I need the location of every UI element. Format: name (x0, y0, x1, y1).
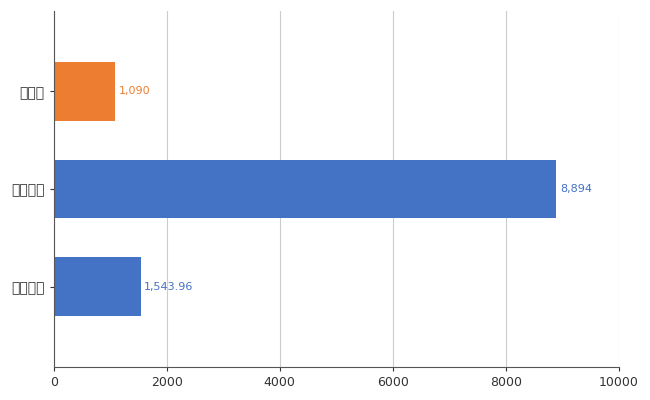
Bar (54, 257, 141, 316)
Text: 1,543.96: 1,543.96 (144, 282, 194, 292)
Text: 8,894: 8,894 (560, 184, 592, 194)
Bar (54, 62, 115, 120)
Bar (54, 160, 556, 218)
Text: 1,090: 1,090 (119, 86, 150, 96)
